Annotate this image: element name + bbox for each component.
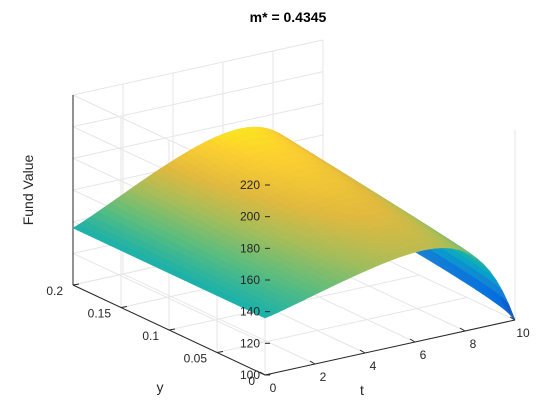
y-tick-label: 0.2 xyxy=(46,284,63,298)
y-tick-label: 0.15 xyxy=(88,307,112,321)
y-tick xyxy=(120,306,128,308)
x-tick xyxy=(409,338,416,343)
surface-mesh xyxy=(72,126,516,321)
x-tick xyxy=(359,349,366,354)
y-tick xyxy=(264,373,272,376)
y-tick-label: 0.1 xyxy=(142,329,159,343)
x-tick xyxy=(459,327,466,332)
y-tick-label: 0 xyxy=(248,374,255,388)
z-tick-label: 140 xyxy=(240,305,260,319)
y-tick-label: 0.05 xyxy=(184,352,208,366)
z-tick-label: 180 xyxy=(240,241,260,255)
y-tick xyxy=(72,283,80,286)
z-axis-label: Fund Value xyxy=(20,155,36,226)
x-tick xyxy=(509,316,516,321)
y-axis-label: y xyxy=(157,379,164,395)
x-tick-label: 0 xyxy=(270,381,277,395)
z-tick-label: 200 xyxy=(240,210,260,224)
surface-patch xyxy=(500,296,516,321)
x-tick-label: 10 xyxy=(516,326,530,340)
z-tick-label: 220 xyxy=(240,178,260,192)
y-tick xyxy=(216,351,224,353)
x-tick xyxy=(259,371,266,376)
axis-ticks: 100 120 140 160 180 200 220 0 0.05 0.1 0.15 0.2 0 2 4 6… xyxy=(46,178,530,395)
x-tick-label: 4 xyxy=(370,359,377,373)
x-axis-line xyxy=(264,319,516,376)
z-tick-label: 120 xyxy=(240,336,260,350)
z-tick-label: 100 xyxy=(240,368,260,382)
x-axis-label: t xyxy=(360,382,364,398)
grid-line xyxy=(216,297,468,353)
x-tick-label: 8 xyxy=(470,337,477,351)
x-tick xyxy=(309,360,316,365)
x-tick-label: 6 xyxy=(420,348,427,362)
x-tick-label: 2 xyxy=(320,370,327,384)
y-tick xyxy=(168,328,176,331)
chart-title: m* = 0.4345 xyxy=(250,9,327,25)
z-tick-label: 160 xyxy=(240,273,260,287)
